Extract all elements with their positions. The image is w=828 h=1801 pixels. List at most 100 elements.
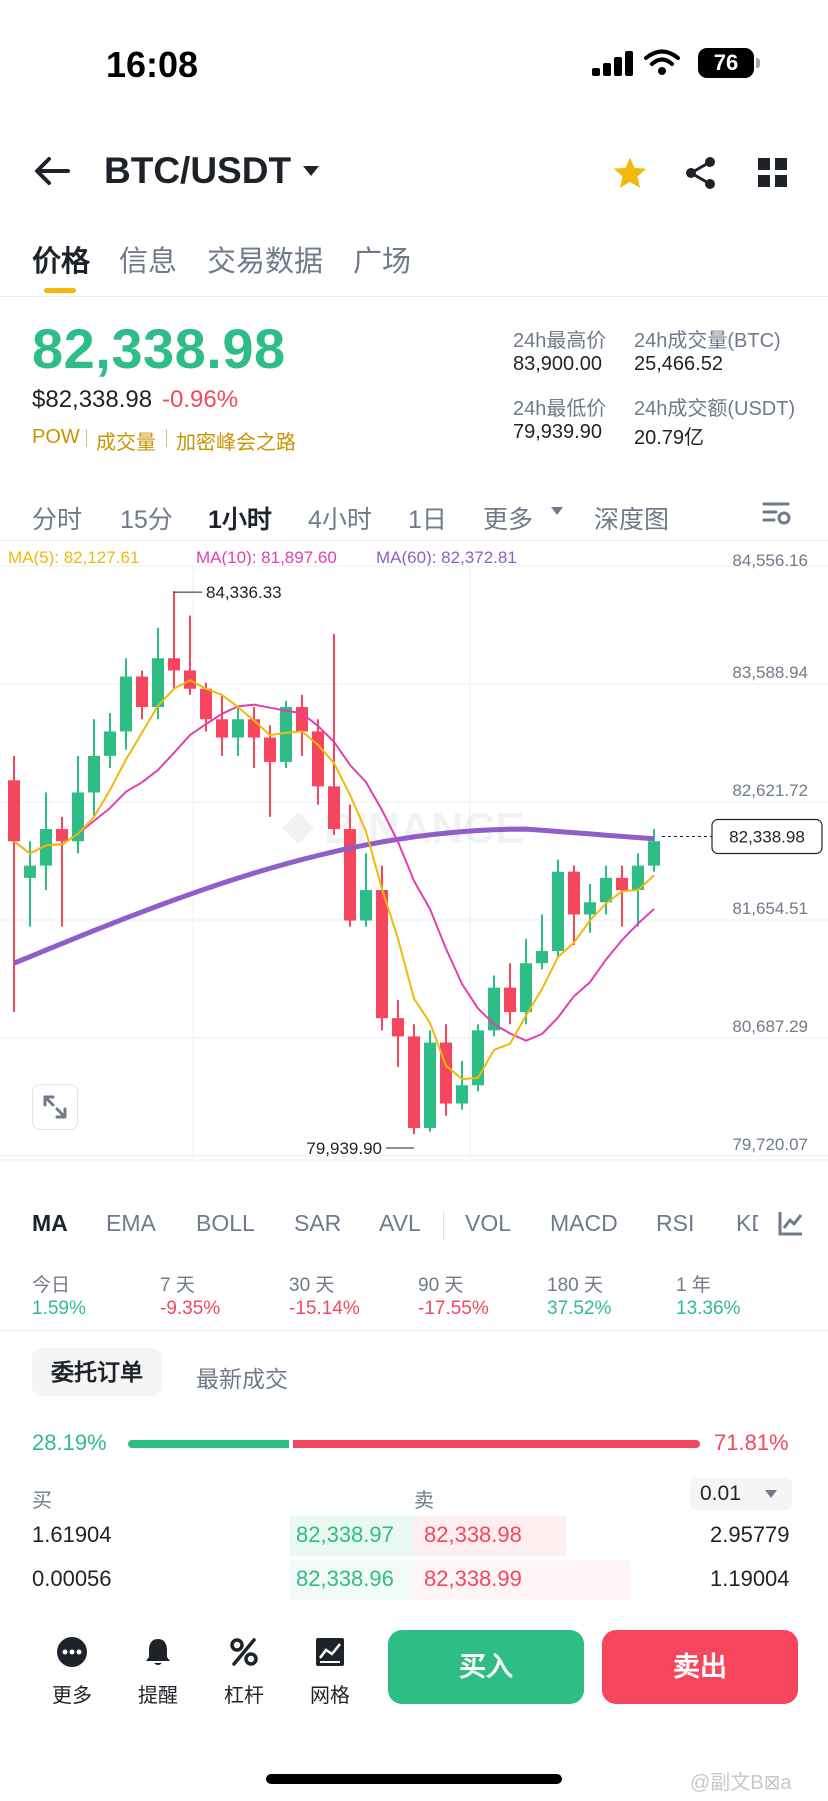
indicator-avl[interactable]: AVL <box>379 1210 421 1236</box>
watermark-text: @副文B⊠a <box>690 1772 792 1794</box>
alert-button[interactable]: 提醒 <box>128 1636 188 1708</box>
ask-quantity: 2.95779 <box>710 1522 790 1547</box>
back-arrow-icon[interactable] <box>34 156 70 186</box>
more-dropdown-icon[interactable] <box>550 506 564 516</box>
indicator-ema[interactable]: EMA <box>106 1210 156 1236</box>
chart-settings-icon[interactable] <box>762 500 792 526</box>
candle-body <box>632 865 644 891</box>
battery-indicator: 76 <box>698 48 760 78</box>
indicator-boll[interactable]: BOLL <box>196 1210 255 1236</box>
perf-7d-value: -9.35% <box>160 1298 221 1319</box>
more-button[interactable]: 更多 <box>42 1636 102 1708</box>
candle-body <box>456 1085 468 1104</box>
indicator-kd[interactable]: KD <box>736 1210 758 1236</box>
candle-body <box>8 780 20 842</box>
indicator-macd[interactable]: MACD <box>550 1210 618 1236</box>
indicator-settings-icon[interactable] <box>778 1210 804 1236</box>
favorite-star-icon[interactable] <box>612 156 648 190</box>
candle-body <box>552 871 564 952</box>
candle-body <box>312 731 324 787</box>
leverage-label: 杠杆 <box>224 1685 264 1707</box>
sell-button[interactable]: 卖出 <box>602 1630 798 1704</box>
indicator-kd-clip: KD <box>736 1210 758 1242</box>
perf-today-value: 1.59% <box>32 1298 86 1319</box>
perf-1y-label: 1 年 <box>676 1275 711 1296</box>
buy-button[interactable]: 买入 <box>388 1630 584 1704</box>
interval-time-share[interactable]: 分时 <box>32 506 83 534</box>
interval-1d[interactable]: 1日 <box>408 506 447 534</box>
indicator-vol[interactable]: VOL <box>465 1210 512 1236</box>
order-book-row[interactable]: 0.00056 82,338.96 82,338.99 1.19004 <box>0 1560 828 1600</box>
interval-more[interactable]: 更多 <box>483 506 534 534</box>
ma5-legend: MA(5): 82,127.61 <box>8 548 140 567</box>
grid-trading-icon <box>316 1638 344 1666</box>
interval-depth[interactable]: 深度图 <box>594 506 670 534</box>
share-icon[interactable] <box>684 156 718 190</box>
candle-body <box>520 963 532 1013</box>
tag-volume[interactable]: 成交量 <box>96 432 156 454</box>
indicator-sar[interactable]: SAR <box>294 1210 342 1236</box>
change-percent: -0.96% <box>162 386 239 413</box>
bell-icon <box>146 1639 170 1665</box>
candle-body <box>56 829 68 842</box>
bid-depth-bar <box>290 1560 414 1600</box>
order-book-row[interactable]: 1.61904 82,338.97 82,338.98 2.95779 <box>0 1516 828 1556</box>
perf-30d-value: -15.14% <box>289 1298 360 1319</box>
interval-4h[interactable]: 4小时 <box>308 506 372 534</box>
tab-price[interactable]: 价格 <box>32 246 91 278</box>
section-divider <box>0 1330 828 1331</box>
expand-chart-button[interactable] <box>32 1084 78 1130</box>
more-dots-icon <box>57 1637 87 1667</box>
low-label: 24h最低价 <box>513 398 607 420</box>
ma60-legend: MA(60): 82,372.81 <box>376 548 517 567</box>
perf-90d-value: -17.55% <box>418 1298 489 1319</box>
candle-body <box>584 902 596 915</box>
pair-title[interactable]: BTC/USDT <box>104 150 292 191</box>
volume-usdt-value: 20.79亿 <box>634 427 705 449</box>
candle-body <box>152 658 164 708</box>
precision-value: 0.01 <box>700 1482 741 1505</box>
tab-info[interactable]: 信息 <box>119 246 178 278</box>
candle-body <box>216 719 228 738</box>
precision-select[interactable]: 0.01 <box>690 1478 792 1510</box>
tag-crypto-summit[interactable]: 加密峰会之路 <box>176 432 296 454</box>
pair-dropdown-icon[interactable] <box>302 164 320 178</box>
wifi-icon <box>644 49 680 75</box>
candle-body <box>296 707 308 732</box>
bid-depth-bar <box>290 1516 414 1556</box>
high-annotation: 84,336.33 <box>206 583 282 602</box>
chevron-down-icon <box>765 1490 777 1498</box>
interval-15m[interactable]: 15分 <box>120 506 173 534</box>
x-tick-label: 2025-03-14 03:00 <box>395 1169 529 1170</box>
candle-body <box>328 786 340 830</box>
tab-square[interactable]: 广场 <box>353 246 412 278</box>
ask-quantity: 1.19004 <box>710 1566 790 1591</box>
x-tick-label: 2025-03-13 10:00 <box>118 1169 252 1170</box>
volume-btc-value: 25,466.52 <box>634 353 723 375</box>
leverage-button[interactable]: 杠杆 <box>214 1636 274 1708</box>
candle-body <box>616 877 628 891</box>
indicator-rsi[interactable]: RSI <box>656 1210 695 1236</box>
tab-order-book[interactable]: 委托订单 <box>32 1348 162 1396</box>
sell-ratio-bar <box>293 1440 700 1448</box>
tab-trading-data[interactable]: 交易数据 <box>207 246 324 278</box>
tab-latest-trades[interactable]: 最新成交 <box>196 1366 288 1392</box>
candle-body <box>376 890 388 1019</box>
indicator-ma[interactable]: MA <box>32 1210 68 1236</box>
ma10-line <box>13 703 655 1042</box>
tag-pow[interactable]: POW <box>32 426 80 448</box>
candle-body <box>264 737 276 762</box>
indicator-separator <box>443 1212 444 1240</box>
home-indicator[interactable] <box>266 1774 562 1784</box>
grid-menu-icon[interactable] <box>758 158 788 188</box>
alert-label: 提醒 <box>138 1685 178 1707</box>
current-price-box <box>711 818 823 855</box>
candle-body <box>280 707 292 762</box>
ma60-line <box>13 826 655 966</box>
current-price-label: 82,338.98 <box>729 827 805 846</box>
y-tick-label: 80,687.29 <box>732 1017 808 1036</box>
interval-1h[interactable]: 1小时 <box>208 506 272 534</box>
ask-price: 82,338.98 <box>424 1522 522 1547</box>
grid-button[interactable]: 网格 <box>300 1636 360 1708</box>
